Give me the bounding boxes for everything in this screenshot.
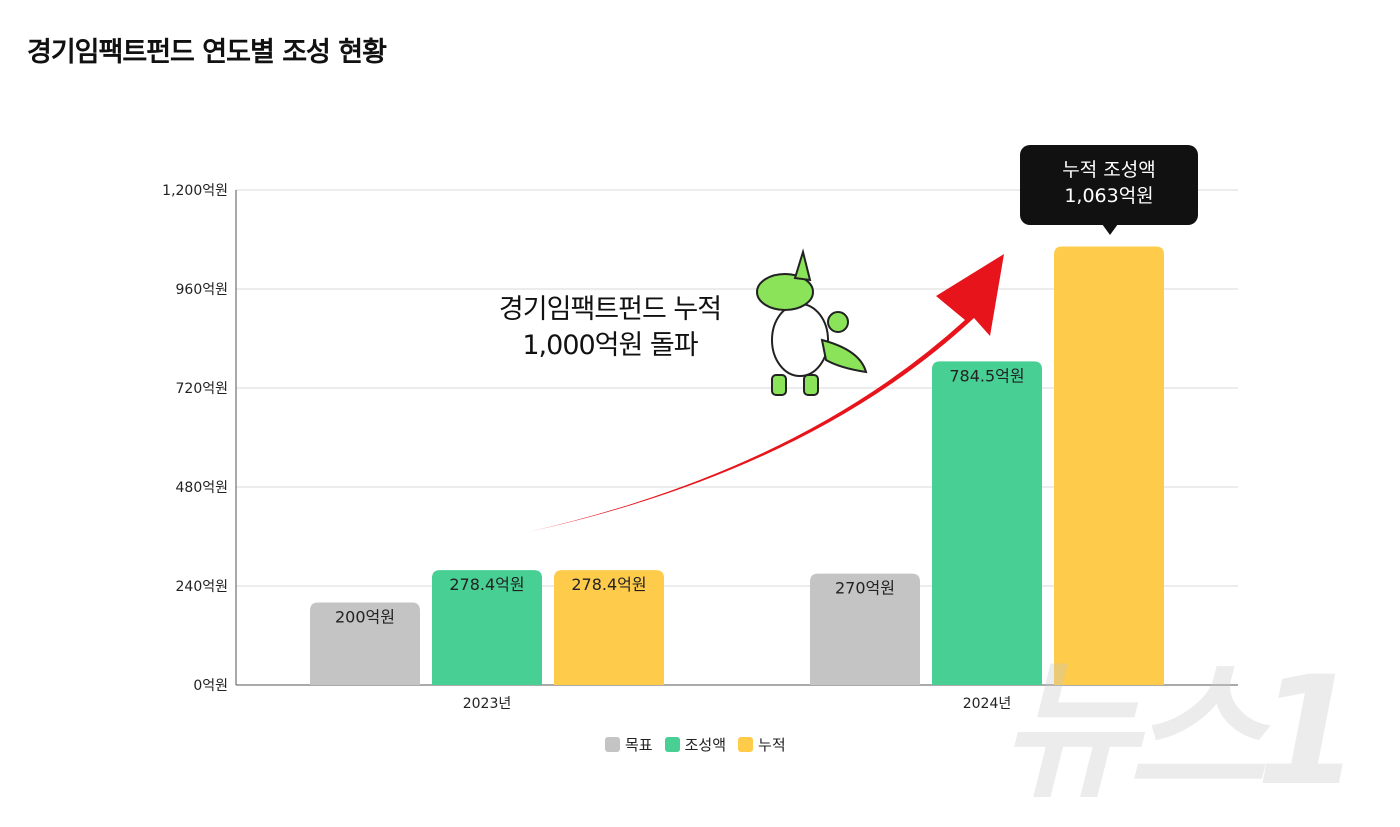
legend-swatch [738, 737, 754, 752]
mascot-part [827, 311, 849, 333]
bar-조성액 [932, 361, 1042, 685]
bar-data-label: 200억원 [335, 608, 395, 627]
legend-item: 목표 [605, 734, 653, 755]
bar-chart: 0억원 240억원 480억원 720억원 960억원 1,200억원 2023년 200억원… [162, 183, 1238, 712]
y-tick-label: 480억원 [176, 480, 228, 496]
annotation-line2: 1,000억원 돌파 [522, 330, 698, 361]
mascot-part [793, 248, 812, 282]
annotation: 경기임팩트펀드 누적 1,000억원 돌파 [470, 292, 750, 364]
mascot-part [756, 273, 814, 311]
callout-line2: 1,063억원 [1064, 185, 1154, 207]
bar-누적 [1054, 246, 1164, 685]
mascot-part [771, 303, 829, 377]
legend-item: 조성액 [664, 734, 727, 755]
x-tick-label: 2024년 [963, 696, 1012, 712]
page-title: 경기임팩트펀드 연도별 조성 현황 [27, 37, 387, 68]
legend-label: 누적 [758, 736, 786, 754]
x-tick-label: 2023년 [463, 696, 512, 712]
bar-누적 [554, 570, 664, 685]
legend-swatch [605, 737, 620, 752]
y-tick-label: 1,200억원 [162, 183, 228, 199]
callout-line1: 누적 조성액 [1062, 159, 1156, 181]
legend: 목표 조성액 누적 [605, 734, 786, 755]
mascot-part [820, 338, 868, 374]
y-tick-label: 0억원 [193, 678, 228, 694]
legend-swatch [664, 737, 680, 752]
bar-data-label: 278.4억원 [571, 575, 646, 594]
legend-label: 조성액 [684, 736, 727, 754]
bar-data-label: 270억원 [835, 579, 895, 598]
legend-label: 목표 [625, 736, 653, 754]
annotation-line1: 경기임팩트펀드 누적 [498, 294, 722, 325]
bar-data-label: 278.4억원 [449, 575, 524, 594]
y-tick-label: 240억원 [176, 579, 228, 595]
bar-data-label: 784.5억원 [949, 366, 1024, 385]
watermark-logo: 뉴스1 [1000, 645, 1360, 819]
bar-목표 [310, 602, 420, 685]
y-tick-label: 960억원 [176, 282, 228, 298]
mascot-part [803, 374, 819, 396]
y-tick-label: 720억원 [176, 381, 228, 397]
mascot-part [771, 374, 787, 396]
bar-조성액 [432, 570, 542, 685]
legend-item: 누적 [738, 734, 786, 755]
cumulative-callout: 누적 조성액 1,063억원 [1020, 145, 1198, 235]
bar-목표 [810, 573, 920, 685]
